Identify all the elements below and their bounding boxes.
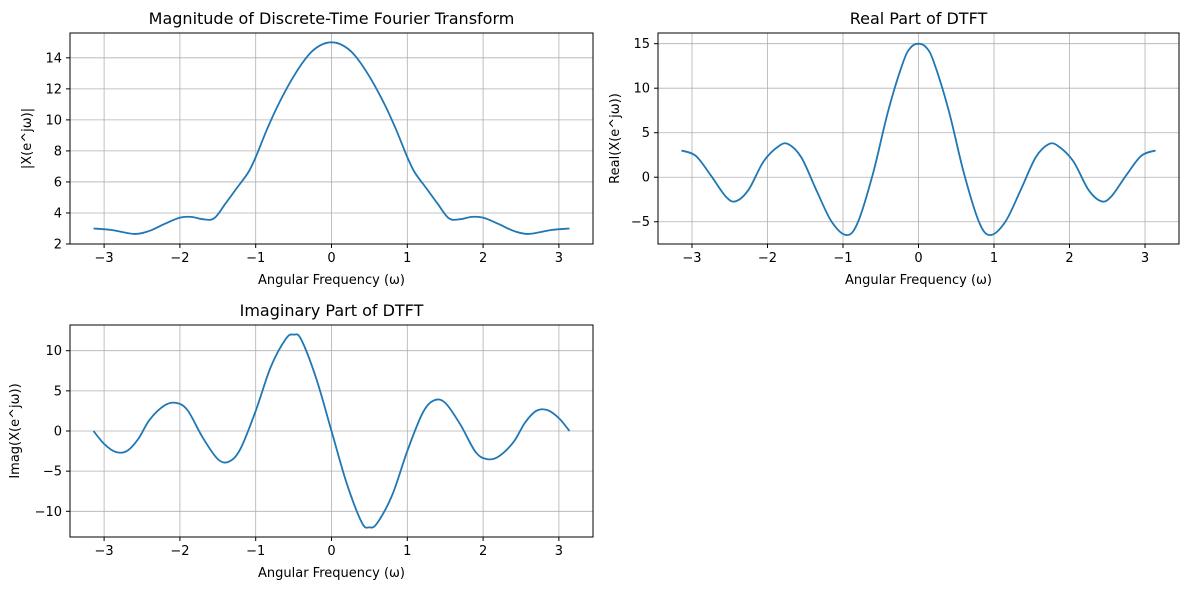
imaginary-part-plot-xlabel: Angular Frequency (ω) (258, 566, 405, 581)
magnitude-plot-ytick-label: 6 (54, 175, 62, 190)
real-part-plot-ytick-label: 15 (633, 37, 650, 52)
real-part-plot-xtick-label: 0 (914, 251, 922, 266)
real-part-plot-grid (658, 33, 1179, 244)
magnitude-plot-ylabel: |X(e^jω)| (20, 108, 35, 169)
real-part-plot-ytick-label: 0 (642, 171, 650, 186)
real-part-plot-xtick-label: 2 (1065, 251, 1073, 266)
imaginary-part-plot-xtick-label: −1 (246, 544, 265, 559)
real-part-plot-ytick-label: 5 (642, 126, 650, 141)
magnitude-plot-ytick-label: 8 (54, 144, 62, 159)
real-part-plot-xtick-label: 3 (1141, 251, 1149, 266)
imaginary-part-plot-title: Imaginary Part of DTFT (240, 301, 424, 320)
imaginary-part-plot-ytick-label: −10 (35, 505, 62, 520)
real-part-plot-ytick-label: −5 (631, 215, 650, 230)
magnitude-plot-ytick-label: 2 (54, 238, 62, 253)
imaginary-part-plot-grid (70, 325, 593, 537)
imaginary-part-plot-ytick-label: 10 (45, 344, 62, 359)
real-part-plot-xtick-label: −2 (758, 251, 777, 266)
magnitude-plot-xtick-label: 2 (479, 251, 487, 266)
real-part-plot-xlabel: Angular Frequency (ω) (845, 273, 992, 288)
real-part-plot-series-line (681, 42, 1156, 236)
magnitude-plot-xtick-label: 0 (327, 251, 335, 266)
imaginary-part-plot-ylabel: Imag(X(e^jω)) (8, 383, 23, 478)
real-part-plot: Real Part of DTFT Angular Frequency (ω) … (608, 9, 1180, 288)
real-part-plot-xtick-label: 1 (990, 251, 998, 266)
magnitude-plot-ytick-label: 4 (54, 206, 62, 221)
magnitude-plot-ytick-label: 10 (45, 113, 62, 128)
magnitude-plot-xtick-label: −3 (95, 251, 114, 266)
magnitude-plot-title: Magnitude of Discrete-Time Fourier Trans… (149, 9, 515, 28)
magnitude-plot-xlabel: Angular Frequency (ω) (258, 273, 405, 288)
magnitude-plot-xtick-label: −1 (246, 251, 265, 266)
magnitude-plot-ytick-label: 12 (45, 82, 62, 97)
imaginary-part-plot-xtick-label: 2 (479, 544, 487, 559)
imaginary-part-plot-xtick-label: −2 (170, 544, 189, 559)
imaginary-part-plot-ytick-label: −5 (43, 465, 62, 480)
magnitude-plot-xtick-label: 3 (555, 251, 563, 266)
magnitude-plot-ytick-label: 14 (45, 51, 62, 66)
imaginary-part-plot-ytick-label: 0 (54, 425, 62, 440)
imaginary-part-plot: Imaginary Part of DTFT Angular Frequency… (8, 301, 594, 581)
real-part-plot-xtick-label: −1 (833, 251, 852, 266)
imaginary-part-plot-xtick-label: 3 (555, 544, 563, 559)
real-part-plot-xtick-label: −3 (682, 251, 701, 266)
real-part-plot-ylabel: Real(X(e^jω)) (608, 93, 623, 184)
magnitude-plot: Magnitude of Discrete-Time Fourier Trans… (20, 9, 594, 288)
imaginary-part-plot-xtick-label: 1 (403, 544, 411, 559)
imaginary-part-plot-xtick-label: −3 (95, 544, 114, 559)
magnitude-plot-series-line (93, 41, 570, 235)
imaginary-part-plot-series-line (92, 333, 571, 529)
imaginary-part-plot-xtick-label: 0 (327, 544, 335, 559)
magnitude-plot-xtick-label: 1 (403, 251, 411, 266)
real-part-plot-title: Real Part of DTFT (850, 9, 988, 28)
imaginary-part-plot-ytick-label: 5 (54, 384, 62, 399)
magnitude-plot-xtick-label: −2 (170, 251, 189, 266)
real-part-plot-ytick-label: 10 (633, 82, 650, 97)
